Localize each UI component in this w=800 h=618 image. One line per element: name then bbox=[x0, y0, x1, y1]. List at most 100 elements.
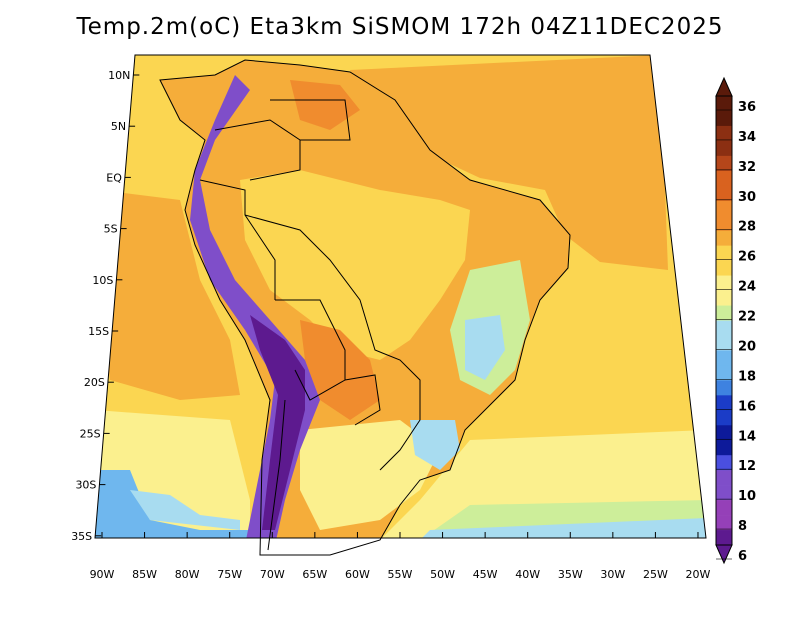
map-frame bbox=[94, 54, 707, 539]
colorbar-segment bbox=[716, 110, 732, 127]
andes-coldest bbox=[250, 315, 305, 530]
colorbar-label: 10 bbox=[738, 489, 756, 504]
lon-tick-label: 65W bbox=[302, 568, 327, 581]
colorbar-bottom-arrow bbox=[715, 544, 733, 565]
lon-tick-label: 45W bbox=[473, 568, 498, 581]
colorbar-segment bbox=[716, 350, 732, 366]
lon-tick-label: 20W bbox=[686, 568, 711, 581]
map-title: Temp.2m(oC) Eta3km SiSMOM 172h 04Z11DEC2… bbox=[76, 14, 724, 40]
ocean-coolest-south-atlantic bbox=[420, 518, 706, 538]
lat-tick-label: 10N bbox=[108, 69, 130, 82]
ocean-cooler-south-pacific bbox=[95, 470, 250, 538]
land-mild-south bbox=[300, 420, 440, 530]
venezuela-border bbox=[270, 99, 351, 141]
lat-tick-label: 35S bbox=[71, 530, 92, 543]
lat-tick-label: 30S bbox=[75, 479, 96, 492]
lon-tick-label: 40W bbox=[515, 568, 540, 581]
lon-tick-label: 25W bbox=[643, 568, 668, 581]
lon-tick-label: 90W bbox=[90, 568, 115, 581]
lon-tick-label: 85W bbox=[132, 568, 157, 581]
colorbar-segment bbox=[716, 485, 732, 501]
lon-tick-label: 80W bbox=[175, 568, 200, 581]
lon-tick-label: 35W bbox=[558, 568, 583, 581]
colorbar-segment bbox=[716, 500, 732, 516]
land-cool-east bbox=[465, 315, 505, 380]
longitude-axis: 90W 85W 80W 75W 70W 65W 60W 55W 50W 45W 40W 35W 30W 2… bbox=[90, 532, 711, 581]
land-hot-chaco bbox=[300, 320, 380, 420]
colorbar-segment bbox=[716, 96, 732, 112]
lat-tick-label: 10S bbox=[92, 274, 113, 287]
colorbar-segment bbox=[716, 200, 732, 217]
ocean-warm-pacific bbox=[100, 190, 240, 400]
peru-border bbox=[199, 179, 276, 300]
colorbar-segment bbox=[716, 365, 732, 381]
colorbar-segment bbox=[716, 185, 732, 202]
argentina-chile-border bbox=[267, 399, 286, 551]
coastline bbox=[159, 59, 571, 556]
colorbar-segment bbox=[716, 125, 732, 142]
colorbar-segment bbox=[716, 395, 732, 411]
colorbar-segment bbox=[716, 230, 732, 246]
colorbar-outline bbox=[715, 95, 733, 546]
colorbar-segment bbox=[716, 170, 732, 187]
lon-tick-label: 30W bbox=[600, 568, 625, 581]
colorbar-segment bbox=[716, 290, 732, 306]
colorbar-label: 30 bbox=[738, 190, 756, 205]
lat-tick-label: 15S bbox=[88, 325, 109, 338]
colorbar-segment bbox=[716, 410, 732, 426]
lat-tick-label: 5S bbox=[104, 223, 118, 236]
latitude-axis: 10N 5N EQ 5S 10S 15S 20S 25S 30S 35S bbox=[71, 69, 140, 543]
colorbar-label: 24 bbox=[738, 280, 756, 295]
colorbar-segment bbox=[716, 215, 732, 231]
colorbar-segment bbox=[716, 140, 732, 157]
colorbar-segment bbox=[716, 335, 732, 351]
colorbar-label: 14 bbox=[738, 429, 756, 444]
colorbar-segment bbox=[716, 530, 732, 546]
colorbar-top-arrow bbox=[715, 76, 733, 97]
lon-tick-label: 60W bbox=[345, 568, 370, 581]
colorbar-label: 28 bbox=[738, 220, 756, 235]
colorbar-segment bbox=[716, 440, 732, 456]
country-borders bbox=[159, 59, 571, 556]
colorbar-segment bbox=[716, 305, 732, 321]
colorbar-label: 18 bbox=[738, 369, 756, 384]
bolivia-border bbox=[275, 299, 346, 401]
colorbar-segment bbox=[716, 320, 732, 336]
lat-tick-label: 20S bbox=[84, 376, 105, 389]
colorbar-segment bbox=[716, 515, 732, 531]
land-cool-south bbox=[410, 420, 460, 470]
colorbar-segment bbox=[716, 260, 732, 276]
colorbar-label: 26 bbox=[738, 250, 756, 265]
land-warm-interior bbox=[240, 170, 470, 360]
ocean-warm-atlantic bbox=[350, 55, 668, 270]
land-hot-north bbox=[290, 80, 360, 130]
colorbar-segment bbox=[716, 455, 732, 471]
colorbar-segment bbox=[716, 380, 732, 396]
colorbar-segment bbox=[716, 155, 732, 172]
colorbar-label: 22 bbox=[738, 310, 756, 325]
paraguay-border bbox=[344, 374, 381, 426]
colorbar-label: 20 bbox=[738, 339, 756, 354]
colorbar-segment bbox=[716, 275, 732, 291]
colorbar-label: 12 bbox=[738, 459, 756, 474]
colorbar-label: 34 bbox=[738, 130, 756, 145]
lon-tick-label: 70W bbox=[260, 568, 285, 581]
colorbar-label: 32 bbox=[738, 160, 756, 175]
lon-tick-label: 55W bbox=[388, 568, 413, 581]
colorbar-label: 16 bbox=[738, 399, 756, 414]
colorbar-segment bbox=[716, 425, 732, 441]
lat-tick-label: 25S bbox=[80, 427, 101, 440]
colorbar-segment bbox=[716, 470, 732, 486]
ocean-coolest-south-pacific bbox=[130, 490, 240, 530]
colorbar: 36 34 32 30 28 26 24 22 20 18 16 14 12 10 8 6 bbox=[715, 76, 756, 565]
lat-tick-label: 5N bbox=[111, 120, 126, 133]
land-cool-patagonia bbox=[330, 540, 390, 560]
colorbar-label: 8 bbox=[738, 519, 747, 534]
brazil-border bbox=[244, 214, 421, 471]
lat-tick-label: EQ bbox=[106, 171, 122, 184]
colorbar-segment bbox=[716, 245, 732, 261]
colorbar-label: 6 bbox=[738, 549, 747, 564]
lon-tick-label: 75W bbox=[217, 568, 242, 581]
